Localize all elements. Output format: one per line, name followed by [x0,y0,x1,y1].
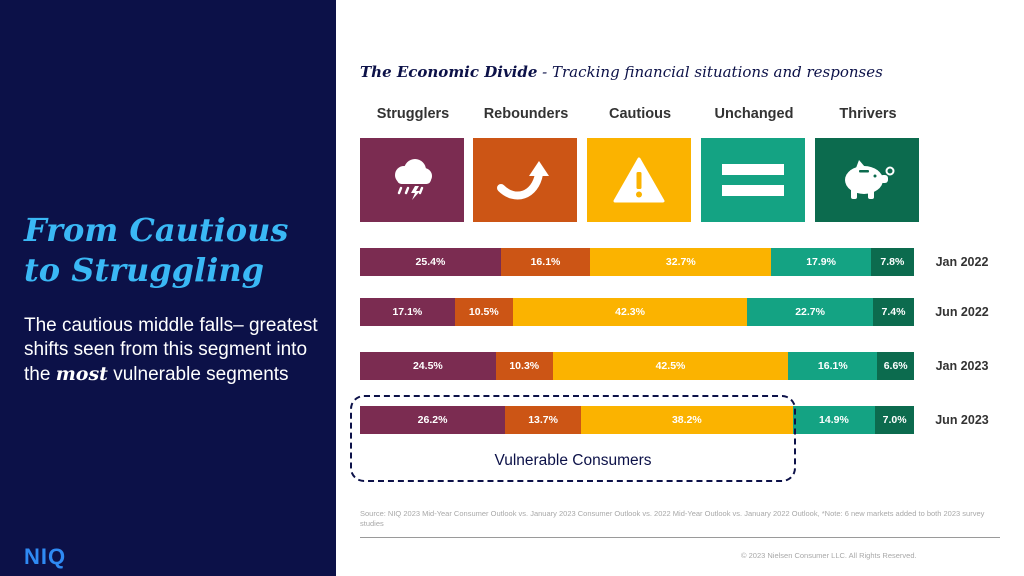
niq-logo: NIQ [24,544,67,569]
bar-segment-rebounders: 13.7% [505,406,582,434]
bar-value-label: 10.3% [509,360,540,372]
bar-value-label: 25.4% [415,256,446,268]
footer-divider [360,537,1000,538]
headline-line-1: From Cautious [24,211,289,249]
bar-value-label: 22.7% [795,306,825,318]
bar-value-label: 13.7% [528,414,558,426]
bar-row: 26.2% 13.7% 38.2% 14.9% 7.0% [360,406,914,434]
bar-segment-thrivers: 6.6% [877,352,914,380]
headline-line-2: to Struggling [24,251,264,289]
segment-unchanged: Unchanged [701,106,807,222]
bar-value-label: 6.6% [883,360,908,372]
source-note: Source: NIQ 2023 Mid-Year Consumer Outlo… [360,509,985,528]
storm-cloud-icon [387,158,437,202]
bar-value-label: 16.1% [817,360,848,372]
bar-value-label: 17.1% [392,306,423,318]
bar-segment-rebounders: 16.1% [500,248,591,276]
vulnerable-consumers-label: Vulnerable Consumers [494,452,652,469]
bar-segment-unchanged: 17.9% [771,248,871,276]
body-text: The cautious middle falls– greatest shif… [24,314,324,387]
bar-value-label: 42.5% [655,360,686,372]
body-text-end: vulnerable segments [107,364,289,385]
segment-label: Cautious [608,106,672,122]
warning-icon [612,156,666,204]
segment-tile [587,138,691,222]
vulnerable-consumers-box [350,395,796,482]
headline: From Cautious to Struggling [24,210,324,290]
bar-row: 24.5% 10.3% 42.5% 16.1% 6.6% [360,352,914,380]
segment-tile [701,138,805,222]
body-text-emphasis: most [55,363,108,385]
left-panel: From Cautious to Struggling The cautious… [0,0,336,576]
bar-row: 25.4% 16.1% 32.7% 17.9% 7.8% [360,248,914,276]
bar-segment-rebounders: 10.5% [454,298,513,326]
segment-cautious: Cautious [587,106,693,222]
bar-segment-strugglers: 24.5% [360,352,496,380]
bar-value-label: 16.1% [530,256,561,268]
bar-segment-unchanged: 14.9% [792,406,876,434]
bar-segment-thrivers: 7.4% [872,298,914,326]
segment-tile [360,138,464,222]
segment-label: Strugglers [376,106,450,122]
bar-value-label: 24.5% [412,360,443,372]
segment-thrivers: Thrivers [815,106,921,222]
period-label: Jun 2022 [935,305,989,319]
bar-row: 17.1% 10.5% 42.3% 22.7% 7.4% [360,298,914,326]
segment-label: Thrivers [839,106,897,122]
copyright: © 2023 Nielsen Consumer LLC. All Rights … [741,551,917,560]
period-label: Jan 2023 [935,359,989,373]
bar-segment-strugglers: 26.2% [360,406,506,434]
bar-value-label: 7.4% [881,306,906,318]
segment-strugglers: Strugglers [360,106,466,222]
bar-value-label: 17.9% [806,256,836,268]
bar-value-label: 7.8% [880,256,905,268]
chart-title: The Economic Divide - Tracking financial… [360,63,1000,81]
piggy-bank-icon [837,158,897,202]
equals-icon [722,160,784,200]
bar-segment-strugglers: 25.4% [360,248,501,276]
bar-value-label: 32.7% [665,256,696,268]
segment-tile [473,138,577,222]
bar-segment-cautious: 32.7% [590,248,772,276]
segment-label: Rebounders [483,106,569,122]
period-label: Jan 2022 [935,255,989,269]
bar-segment-cautious: 38.2% [581,406,793,434]
segment-rebounders: Rebounders [473,106,579,222]
body-text-start: The cautious middle falls– greatest shif… [24,315,318,385]
bar-segment-unchanged: 22.7% [747,298,873,326]
bar-segment-thrivers: 7.0% [875,406,914,434]
bar-segment-rebounders: 10.3% [495,352,553,380]
bar-segment-unchanged: 16.1% [788,352,878,380]
period-label: Jun 2023 [935,413,989,427]
bar-value-label: 38.2% [671,414,702,426]
bar-segment-cautious: 42.5% [552,352,789,380]
bar-segment-thrivers: 7.8% [870,248,914,276]
rebound-arrow-icon [497,158,553,202]
chart-title-rest: - Tracking financial situations and resp… [537,63,883,81]
bar-value-label: 10.5% [468,306,499,318]
bar-value-label: 14.9% [819,414,849,426]
segment-tile [815,138,919,222]
bar-segment-strugglers: 17.1% [360,298,455,326]
bar-value-label: 7.0% [882,414,907,426]
bar-value-label: 42.3% [615,306,645,318]
bar-segment-cautious: 42.3% [512,298,748,326]
segment-label: Unchanged [714,106,794,122]
bar-value-label: 26.2% [417,414,448,426]
chart-title-bold: The Economic Divide [360,63,538,81]
